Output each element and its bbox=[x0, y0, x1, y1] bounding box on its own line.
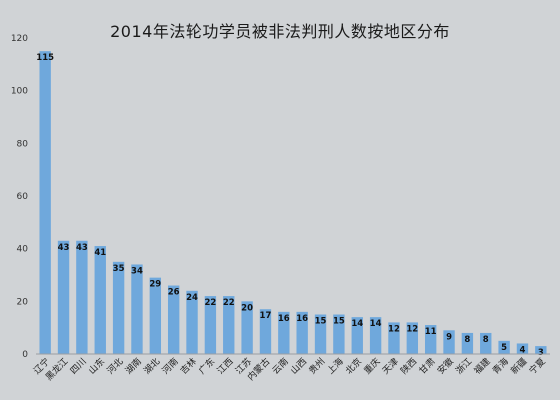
x-tick-label: 江西 bbox=[215, 356, 236, 377]
bar bbox=[94, 246, 106, 354]
bar bbox=[388, 322, 400, 354]
x-tick-label: 宁夏 bbox=[526, 355, 547, 376]
x-tick-label: 安徽 bbox=[435, 355, 456, 376]
bar bbox=[516, 343, 529, 354]
bar bbox=[278, 311, 290, 354]
data-label: 34 bbox=[131, 266, 143, 276]
bar bbox=[535, 346, 547, 354]
x-tick-label: 甘肃 bbox=[416, 355, 437, 376]
data-label: 29 bbox=[149, 280, 161, 290]
data-label: 22 bbox=[204, 298, 216, 308]
bar bbox=[167, 285, 180, 354]
x-tick-label: 新疆 bbox=[508, 355, 529, 376]
bar bbox=[480, 332, 492, 354]
data-label: 8 bbox=[464, 335, 470, 345]
bar bbox=[76, 240, 88, 354]
data-label: 12 bbox=[388, 324, 400, 334]
bar bbox=[369, 317, 382, 354]
bar bbox=[406, 322, 419, 354]
y-tick-label: 0 bbox=[22, 350, 28, 360]
data-label: 12 bbox=[406, 324, 418, 334]
x-tick-label: 浙江 bbox=[453, 355, 474, 376]
bar bbox=[314, 314, 327, 354]
data-label: 41 bbox=[94, 248, 106, 258]
data-label: 3 bbox=[538, 348, 544, 358]
data-label: 16 bbox=[296, 314, 308, 324]
y-tick-label: 80 bbox=[17, 139, 29, 149]
data-label: 11 bbox=[425, 327, 437, 337]
data-label: 16 bbox=[278, 314, 290, 324]
y-tick-label: 120 bbox=[11, 34, 28, 44]
bar bbox=[112, 261, 125, 354]
bar bbox=[186, 290, 198, 354]
bar bbox=[443, 330, 455, 354]
y-tick-label: 20 bbox=[17, 297, 29, 307]
chart-title: 2014年法轮功学员被非法判刑人数按地区分布 bbox=[110, 22, 450, 41]
bar bbox=[131, 264, 143, 354]
data-label: 43 bbox=[76, 243, 88, 253]
data-label: 20 bbox=[241, 303, 253, 313]
bar bbox=[424, 325, 437, 354]
bar bbox=[57, 240, 70, 354]
x-tick-label: 青海 bbox=[490, 355, 511, 376]
y-tick-label: 100 bbox=[11, 87, 28, 97]
data-label: 9 bbox=[446, 332, 452, 342]
x-tick-label: 吉林 bbox=[178, 355, 199, 376]
x-tick-label: 福建 bbox=[471, 355, 492, 376]
bar bbox=[296, 311, 308, 354]
x-tick-label: 湖南 bbox=[123, 355, 144, 376]
bar bbox=[204, 296, 217, 354]
data-label: 43 bbox=[58, 243, 70, 253]
data-label: 115 bbox=[36, 53, 54, 63]
x-tick-label: 陕西 bbox=[398, 355, 419, 376]
data-label: 5 bbox=[501, 343, 507, 353]
bar bbox=[498, 340, 510, 354]
x-tick-label: 河北 bbox=[104, 355, 125, 376]
data-label: 8 bbox=[483, 335, 489, 345]
data-label: 14 bbox=[351, 319, 363, 329]
data-label: 4 bbox=[520, 345, 526, 355]
x-tick-label: 上海 bbox=[325, 355, 346, 376]
data-label: 22 bbox=[223, 298, 235, 308]
x-tick-label: 重庆 bbox=[361, 355, 382, 376]
x-tick-label: 河南 bbox=[159, 355, 180, 376]
bar bbox=[461, 332, 474, 354]
x-tick-label: 四川 bbox=[69, 357, 89, 377]
y-tick-label: 60 bbox=[17, 192, 29, 202]
x-tick-label: 北京 bbox=[343, 355, 364, 376]
x-tick-label: 广东 bbox=[196, 355, 217, 376]
bar bbox=[351, 317, 363, 354]
bar bbox=[149, 277, 162, 354]
data-label: 26 bbox=[168, 288, 180, 298]
data-label: 24 bbox=[186, 293, 198, 303]
bar bbox=[223, 296, 235, 354]
x-tick-label: 云南 bbox=[269, 355, 290, 376]
x-tick-label: 贵州 bbox=[306, 355, 327, 376]
x-tick-label: 山东 bbox=[86, 355, 107, 376]
x-tick-label: 天津 bbox=[380, 356, 401, 377]
x-tick-label: 山西 bbox=[289, 356, 310, 377]
bar bbox=[39, 51, 51, 355]
data-label: 14 bbox=[370, 319, 382, 329]
data-label: 17 bbox=[260, 311, 272, 321]
x-tick-label: 湖北 bbox=[142, 356, 163, 377]
bar bbox=[333, 314, 345, 354]
data-label: 15 bbox=[333, 317, 345, 327]
bar bbox=[241, 301, 253, 354]
y-tick-label: 40 bbox=[17, 245, 29, 255]
bar bbox=[259, 309, 272, 354]
data-label: 35 bbox=[113, 264, 125, 274]
data-label: 15 bbox=[315, 317, 327, 327]
